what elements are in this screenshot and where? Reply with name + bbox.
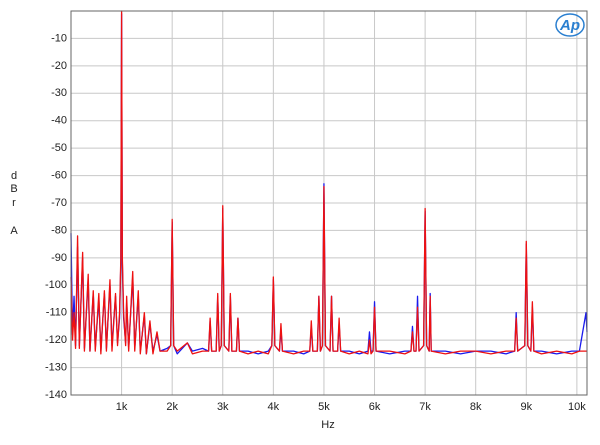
plot-lines <box>70 10 588 355</box>
series-line <box>70 10 587 355</box>
plot-frame <box>70 10 588 396</box>
y-tick-label: -10 <box>51 32 67 44</box>
y-axis-label: r <box>12 197 16 209</box>
x-tick-label: 3k <box>217 401 229 413</box>
x-tick-label: 8k <box>470 401 482 413</box>
y-tick-label: -100 <box>45 279 67 291</box>
y-tick-label: -90 <box>51 252 67 264</box>
y-tick-label: -80 <box>51 224 67 236</box>
x-tick-label: 10k <box>568 401 586 413</box>
y-tick-label: -140 <box>45 389 67 401</box>
y-axis-label: B <box>10 183 17 195</box>
logo: Ap <box>559 17 580 34</box>
x-tick-label: 6k <box>369 401 381 413</box>
y-axis-label: A <box>10 225 18 237</box>
y-tick-label: -120 <box>45 334 67 346</box>
x-tick-label: 1k <box>116 401 128 413</box>
logo-ring <box>555 13 585 37</box>
y-tick-label: -50 <box>51 142 67 154</box>
x-axis-label: Hz <box>321 419 334 431</box>
x-tick-label: 9k <box>520 401 532 413</box>
x-tick-label: 5k <box>318 401 330 413</box>
x-tick-label: 7k <box>419 401 431 413</box>
y-tick-label: -30 <box>51 87 67 99</box>
y-tick-label: -40 <box>51 115 67 127</box>
labels: -140 -130 -120 -110 -100 -90 -80 -70 -60 -50 -40 -3… <box>45 32 586 413</box>
x-tick-label: 4k <box>268 401 280 413</box>
y-axis-label: d <box>11 170 17 182</box>
y-tick-label: -20 <box>51 60 67 72</box>
y-tick-label: -60 <box>51 169 67 181</box>
x-tick-label: 2k <box>166 401 178 413</box>
y-tick-label: -110 <box>46 307 67 319</box>
y-tick-label: -70 <box>51 197 67 209</box>
y-tick-label: -130 <box>45 361 67 373</box>
